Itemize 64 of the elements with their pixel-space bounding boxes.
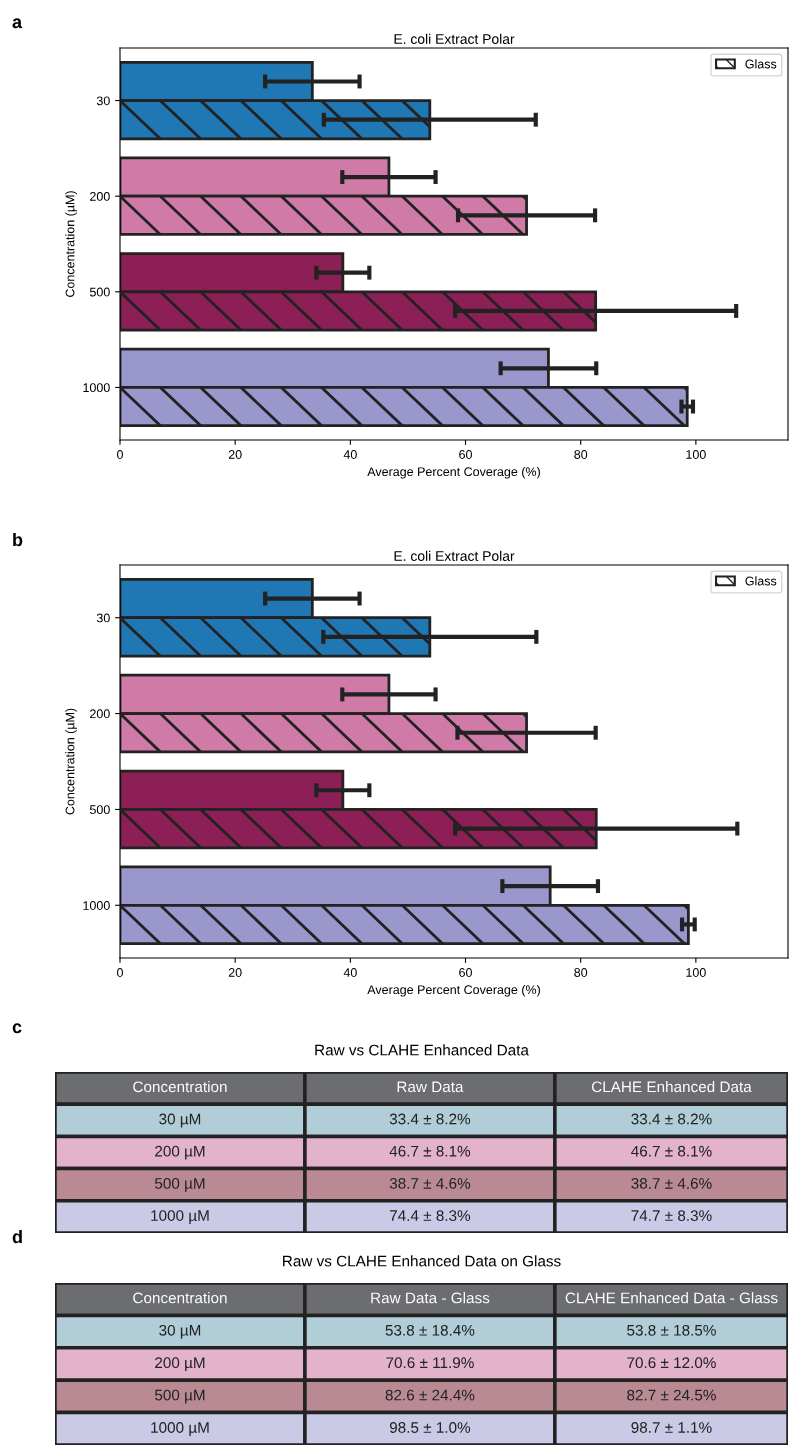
text: d [12,1230,22,1244]
category-label: 1000 µM [151,1422,209,1436]
text: 82.6 ± 24.4% [385,1389,475,1401]
x-axis-title: Average Percent Coverage (%) [367,984,540,997]
x-tick-label: 0 [117,450,123,459]
x-axis-title: Average Percent Coverage (%) [367,466,540,479]
y-axis-title: Concentration (µM) [65,708,77,815]
text: Raw vs CLAHE Enhanced Data [315,1044,529,1056]
chart-title: E. coli Extract Polar [394,33,515,44]
y-tick-label: 1000 [83,383,110,393]
category-label: 1000 µM [151,1210,209,1225]
text: a [12,18,23,29]
text: 46.7 ± 8.1% [631,1145,712,1157]
category-label: Raw Data - Glass [371,1292,490,1304]
x-tick-label: 80 [574,450,588,459]
x-tick-label: 20 [228,450,242,459]
y-tick-label: 30 [96,96,110,106]
category-label: 30 µM [159,1324,201,1339]
text: 53.8 ± 18.5% [627,1324,716,1336]
x-tick-label: 0 [117,968,123,977]
x-tick-label: 60 [459,450,472,459]
y-tick-label: 1000 [83,901,110,910]
x-tick-label: 100 [686,968,706,977]
x-tick-label: 40 [343,968,357,977]
y-tick-label: 200 [90,192,110,201]
category-label: 500 µM [154,1177,205,1192]
x-tick-label: 80 [574,968,588,977]
text: Glass [745,576,777,586]
text: 82.7 ± 24.5% [627,1389,716,1401]
x-tick-label: 100 [686,450,706,459]
text: b [13,533,23,547]
y-tick-label: 200 [90,709,110,719]
x-tick-label: 20 [228,968,242,977]
text: 74.7 ± 8.3% [631,1210,712,1221]
text: 38.7 ± 4.6% [389,1177,471,1189]
text: 70.6 ± 11.9% [386,1357,474,1369]
chart-title: E. coli Extract Polar [394,550,515,561]
text: 46.7 ± 8.1% [389,1145,471,1157]
category-label: Concentration [133,1292,227,1304]
y-tick-label: 30 [96,613,110,623]
category-label: 30 µM [159,1113,201,1128]
text: Raw vs CLAHE Enhanced Data on Glass [283,1255,561,1267]
text: 53.8 ± 18.4% [385,1324,475,1336]
category-label: CLAHE Enhanced Data - Glass [565,1292,778,1304]
category-label: 200 µM [155,1145,205,1160]
category-label: CLAHE Enhanced Data [591,1080,752,1093]
text: 98.5 ± 1.0% [389,1422,471,1433]
text: 38.7 ± 4.6% [631,1177,712,1189]
text: 74.4 ± 8.3% [390,1210,471,1221]
text: 98.7 ± 1.1% [631,1422,712,1433]
text: c [12,1023,22,1034]
y-tick-label: 500 [89,287,110,297]
category-label: Concentration [133,1080,227,1093]
x-tick-label: 40 [343,450,357,459]
text: 70.6 ± 12.0% [627,1357,716,1369]
category-label: Raw Data [397,1081,464,1093]
category-label: 200 µM [155,1357,205,1372]
y-axis-title: Concentration (µM) [65,191,77,297]
text: Glass [745,59,777,69]
text: 33.4 ± 8.2% [389,1113,471,1125]
text: 33.4 ± 8.2% [631,1113,712,1125]
y-tick-label: 500 [89,805,110,815]
category-label: 500 µM [154,1389,205,1404]
x-tick-label: 60 [459,968,472,977]
